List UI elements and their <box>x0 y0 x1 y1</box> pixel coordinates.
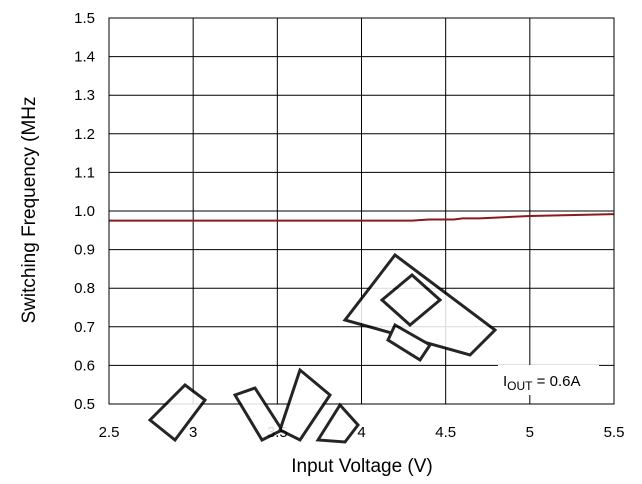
legend-annotation: IOUT = 0.6A <box>498 365 599 395</box>
y-tick-label: 1.2 <box>74 126 95 143</box>
x-tick-label: 3 <box>189 424 197 441</box>
y-tick-label: 0.9 <box>74 242 95 259</box>
y-axis-title: Switching Frequency (MHz <box>19 96 40 323</box>
y-tick-label: 0.5 <box>74 396 95 413</box>
y-tick-label: 1.1 <box>74 164 95 181</box>
series-line-0 <box>109 213 615 222</box>
y-tick-label: 1.3 <box>74 87 95 104</box>
x-tick-label: 5.5 <box>604 424 625 441</box>
x-tick-label: 5 <box>526 424 534 441</box>
series-layer <box>109 213 615 222</box>
x-tick-label: 4 <box>357 424 365 441</box>
watermark-glyph-2 <box>342 252 498 363</box>
y-tick-labels: 0.5 0.6 0.7 0.8 0.9 1.0 1.1 1.2 1.3 1.4 1.5 <box>74 10 95 413</box>
grid-lines <box>108 17 615 405</box>
x-tick-label: 2.5 <box>99 424 120 441</box>
watermark-glyph-1 <box>147 367 360 444</box>
x-tick-label: 4.5 <box>435 424 456 441</box>
annotation-subscript: OUT <box>507 379 533 393</box>
annotation-box <box>498 365 599 395</box>
y-tick-label: 0.6 <box>74 357 95 374</box>
y-tick-label: 1.0 <box>74 203 95 220</box>
plot-frame <box>108 17 615 405</box>
annotation-value: = 0.6A <box>533 373 581 390</box>
y-tick-label: 1.4 <box>74 49 95 66</box>
y-tick-label: 1.5 <box>74 10 95 27</box>
annotation-text: IOUT = 0.6A <box>503 373 580 393</box>
watermark <box>147 252 498 444</box>
y-tick-label: 0.8 <box>74 280 95 297</box>
x-axis-title: Input Voltage (V) <box>291 456 433 477</box>
y-tick-label: 0.7 <box>74 319 95 336</box>
annotation-main: I <box>503 373 507 390</box>
